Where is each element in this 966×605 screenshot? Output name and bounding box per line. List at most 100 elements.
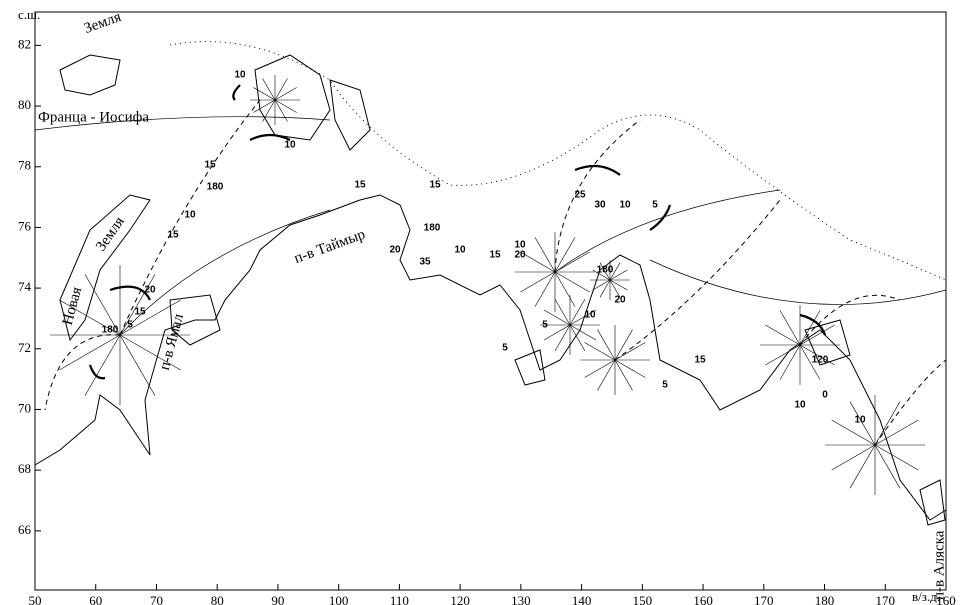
y-tick-label: 72 [18, 340, 31, 355]
ray [832, 445, 875, 470]
y-tick-label: 68 [18, 461, 31, 476]
contour-label: 20 [514, 250, 526, 261]
ray [555, 325, 570, 351]
contour-label: 10 [584, 310, 596, 321]
x-tick-label: 90 [271, 593, 284, 605]
ray [120, 335, 155, 396]
contour-label: 120 [812, 355, 829, 366]
place-name: Земля [93, 214, 128, 254]
y-tick-label: 78 [18, 158, 31, 173]
contour-label: 10 [514, 240, 526, 251]
ray [555, 272, 590, 292]
contour-label: 15 [134, 307, 146, 318]
contour-label: 10 [619, 200, 631, 211]
contour-label: 10 [854, 415, 866, 426]
y-tick-label: 76 [18, 218, 32, 233]
ray [253, 88, 275, 101]
contour-label: 35 [419, 257, 431, 268]
x-tick-label: 80 [211, 593, 224, 605]
ray [780, 310, 800, 345]
contour-label: 10 [184, 210, 196, 221]
x-tick-label: 110 [390, 593, 409, 605]
coastlines [35, 55, 946, 525]
contour-label: 20 [614, 295, 626, 306]
x-tick-label: 170 [876, 593, 896, 605]
x-tick-label: 70 [150, 593, 163, 605]
current-arrows [90, 85, 825, 378]
ray [263, 100, 276, 122]
ray [875, 445, 918, 470]
y-tick-label: 80 [18, 97, 31, 112]
contour-label: 15 [694, 355, 706, 366]
frame [35, 12, 946, 590]
contour-label: 180 [207, 182, 224, 193]
ray [850, 445, 875, 488]
contour-label: 10 [794, 400, 806, 411]
x-tick-label: 120 [450, 593, 470, 605]
y-tick-label: 82 [18, 36, 31, 51]
contour-label: 180 [597, 265, 614, 276]
contour-label: 0 [822, 390, 828, 401]
ray [275, 100, 288, 122]
place-name: п-в Аляска [931, 530, 947, 600]
ray [615, 360, 633, 390]
x-tick-label: 180 [815, 593, 835, 605]
contour-label: 180 [102, 325, 119, 336]
ray [59, 335, 120, 370]
ray [598, 360, 616, 390]
ray [555, 299, 570, 325]
isolines [35, 42, 946, 445]
contour-label: 15 [204, 160, 216, 171]
ray [765, 345, 800, 365]
x-tick-label: 60 [89, 593, 102, 605]
contour-label: 5 [662, 380, 668, 391]
y-tick-label: 66 [18, 522, 32, 537]
ray [520, 272, 555, 292]
ray [832, 420, 875, 445]
contour-label: 15 [429, 180, 441, 191]
contour-label: 25 [574, 190, 586, 201]
ray [585, 360, 615, 378]
ray [555, 237, 575, 272]
place-name: Франца - Иосифа [38, 109, 149, 125]
ray [875, 402, 900, 445]
x-tick-label: 140 [572, 593, 592, 605]
x-tick-label: 170 [754, 593, 774, 605]
amphidromic-points [50, 75, 925, 495]
contour-label: 15 [167, 230, 179, 241]
contour-label: 180 [424, 223, 441, 234]
contour-label: 10 [454, 245, 466, 256]
contour-label: 5 [542, 320, 548, 331]
ray [253, 100, 275, 113]
ray [544, 325, 570, 340]
contour-label: 20 [389, 245, 401, 256]
place-name: Земля [82, 9, 123, 37]
ray [275, 100, 297, 113]
ray [544, 310, 570, 325]
x-tick-label: 160 [936, 593, 956, 605]
ray [615, 330, 633, 360]
ray [570, 325, 596, 340]
x-tick-label: 50 [29, 593, 42, 605]
ray [555, 252, 590, 272]
contour-label: 5 [127, 320, 133, 331]
contour-label: 5 [652, 200, 658, 211]
place-name: п-в Таймыр [292, 227, 367, 267]
ray [875, 445, 900, 488]
ray [615, 343, 645, 361]
contour-label: 30 [594, 200, 606, 211]
contour-label: 15 [489, 250, 501, 261]
ray [585, 343, 615, 361]
contour-label: 10 [284, 140, 296, 151]
y-tick-label: 74 [18, 279, 32, 294]
ray [535, 272, 555, 307]
y-unit: с.ш. [18, 7, 40, 22]
contour-label: 20 [144, 285, 156, 296]
ray [120, 274, 155, 335]
ray [555, 272, 575, 307]
x-tick-label: 160 [693, 593, 713, 605]
contour-label: 15 [354, 180, 366, 191]
x-tick-label: 130 [511, 593, 531, 605]
ray [615, 360, 645, 378]
x-tick-label: 150 [633, 593, 653, 605]
